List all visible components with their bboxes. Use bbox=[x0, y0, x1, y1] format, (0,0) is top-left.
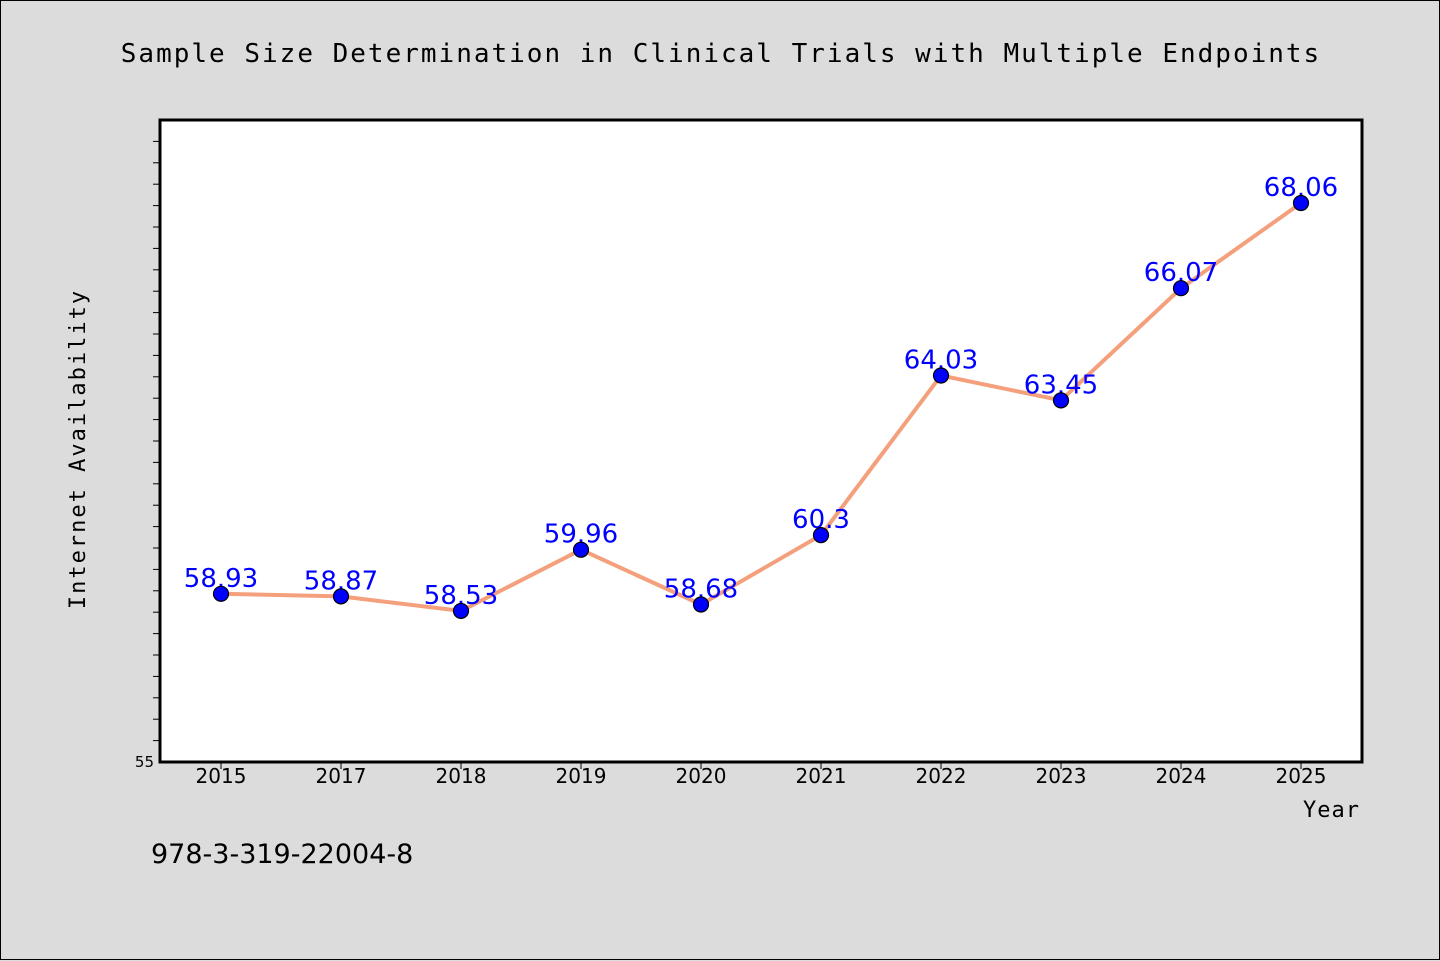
data-point bbox=[932, 367, 950, 384]
data-point bbox=[1052, 392, 1070, 409]
x-tick-label: 2024 bbox=[1156, 764, 1207, 788]
y-axis-label: Internet Availability bbox=[66, 289, 91, 609]
series-layer: 58.93 58.87 58.5359.9658.6860.364.0363.456… bbox=[184, 173, 1338, 620]
data-point bbox=[212, 585, 230, 602]
y-tick-label: 55 bbox=[135, 753, 154, 771]
x-tick-label: 2022 bbox=[916, 764, 967, 788]
y-axis-ticks bbox=[153, 140, 160, 742]
x-tick-label: 2019 bbox=[556, 764, 607, 788]
plot-area bbox=[158, 118, 1364, 764]
data-point bbox=[1292, 194, 1310, 212]
data-point bbox=[332, 588, 350, 605]
x-tick-label: 2021 bbox=[796, 764, 847, 788]
data-point bbox=[692, 596, 710, 613]
chart-title: Sample Size Determination in Clinical Tr… bbox=[121, 39, 1321, 69]
x-axis-label: Year bbox=[1303, 798, 1360, 823]
data-point bbox=[1172, 280, 1190, 297]
data-point bbox=[452, 602, 470, 620]
series-line bbox=[220, 201, 1303, 613]
x-tick-label: 2017 bbox=[316, 764, 367, 788]
data-point bbox=[812, 527, 830, 544]
x-tick-label: 2015 bbox=[196, 764, 247, 788]
x-tick-label: 2020 bbox=[676, 764, 727, 788]
x-tick-label: 2018 bbox=[436, 764, 487, 788]
x-tick-label: 2025 bbox=[1276, 764, 1327, 788]
x-tick-label: 2023 bbox=[1036, 764, 1087, 788]
data-point bbox=[572, 541, 590, 558]
footer-text: 978-3-319-22004-8 bbox=[151, 839, 413, 870]
x-axis-ticks: 2015 2017 2018 2019 2020 2021 2022 2023 2024 2025 bbox=[196, 762, 1327, 788]
